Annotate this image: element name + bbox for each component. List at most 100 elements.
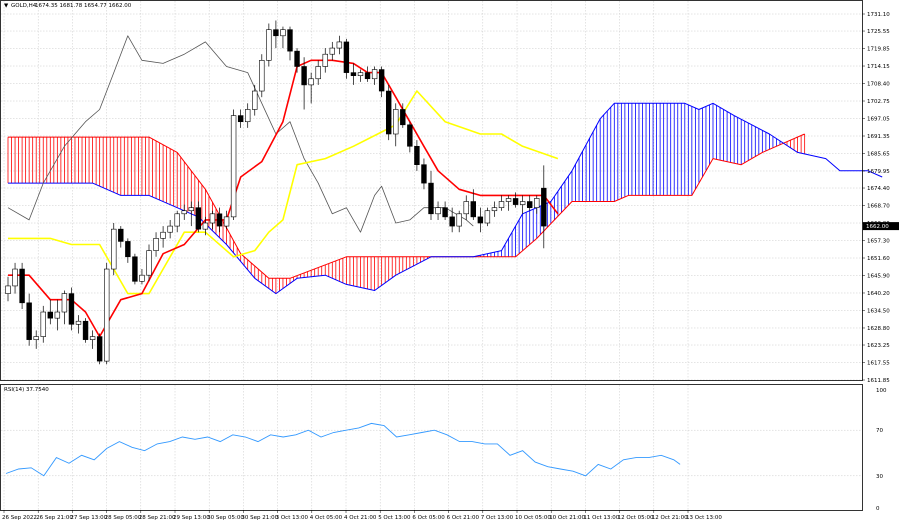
candle (5, 276, 11, 302)
main-panel-frame (0, 0, 863, 381)
price-tick-label: 1634.50 (867, 308, 890, 314)
candle (484, 207, 491, 227)
candle-body (89, 336, 96, 340)
candle (400, 103, 406, 128)
price-tick-label: 1702.75 (867, 99, 890, 105)
time-tick-label: 12 Oct 21:00 (652, 515, 688, 521)
candle (378, 66, 385, 98)
candle (188, 201, 194, 227)
candle (146, 244, 152, 282)
price-tick-label: 1623.25 (867, 343, 890, 349)
candle (407, 121, 413, 153)
candle-body (188, 207, 194, 212)
candle (167, 219, 173, 239)
candle (209, 210, 216, 230)
candle-body (357, 72, 364, 76)
time-tick-label: 12 Oct 05:00 (618, 515, 654, 521)
chikou-span-line (7, 35, 474, 233)
candle-body (414, 145, 420, 165)
candle (449, 207, 455, 233)
candle (526, 195, 533, 211)
price-tick-label: 1645.90 (867, 273, 890, 279)
symbol-dropdown-icon[interactable]: ▼ (4, 3, 9, 9)
candle-body (252, 90, 258, 110)
candle-body (371, 69, 378, 80)
candle (132, 253, 138, 285)
candle (350, 63, 357, 85)
price-tick-label: 1719.85 (867, 47, 890, 53)
candle-body (364, 72, 371, 80)
candle-body (378, 69, 385, 92)
candle (498, 195, 505, 211)
candle-body (216, 213, 223, 227)
candle-body (104, 268, 110, 362)
candle (160, 226, 166, 248)
time-tick-label: 29 Sep 13:00 (173, 515, 210, 521)
candle-body (153, 238, 159, 251)
candle (19, 262, 25, 309)
candle-body (82, 320, 89, 340)
candle-body (336, 41, 343, 49)
candle-body (294, 50, 300, 67)
candle (266, 23, 272, 67)
candle-body (223, 216, 230, 227)
candle (442, 201, 448, 220)
candle-body (12, 268, 18, 287)
candle (89, 330, 96, 349)
candle (519, 195, 526, 214)
ohlc-label: 1674.35 1681.78 1654.77 1662.00 (35, 3, 132, 9)
candle (357, 69, 364, 82)
candle (491, 201, 498, 217)
price-axis: 1731.10 1725.55 1719.85 1714.15 1708.40 1702.… (862, 12, 890, 384)
candle (428, 170, 434, 220)
candle-body (40, 311, 46, 337)
candle-body (519, 201, 526, 205)
rsi-tick-label: 70 (876, 428, 883, 434)
rsi-grid (1, 385, 862, 510)
rsi-tick-label: 0 (876, 506, 880, 512)
candle-body (463, 201, 469, 215)
candle-body (512, 198, 519, 205)
time-tick-label: 10 Oct 21:00 (549, 515, 585, 521)
candle-body (484, 210, 491, 224)
senkou-span-a-line (8, 133, 805, 279)
time-tick-label: 4 Oct 05:00 (310, 515, 343, 521)
candle-body (202, 222, 209, 230)
candle-body (54, 311, 61, 319)
candle-body (209, 213, 216, 224)
candle-body (449, 216, 455, 227)
candle-body (350, 72, 357, 76)
price-tick-label: 1668.70 (867, 204, 890, 210)
candle (181, 204, 187, 220)
price-tick-label: 1651.60 (867, 256, 890, 262)
candle (33, 330, 39, 349)
candle-body (68, 293, 75, 325)
rsi-label: RSI(14) 37.7540 (4, 387, 49, 393)
price-tick-label: 1714.15 (867, 64, 890, 70)
candle (216, 207, 223, 233)
current-price-label: 1662.00 (866, 224, 889, 230)
candle (223, 210, 230, 230)
candle-body (407, 124, 413, 147)
candle (273, 20, 279, 49)
price-tick-label: 1657.30 (867, 239, 890, 245)
time-tick-label: 4 Oct 21:00 (344, 515, 377, 521)
time-tick-label: 5 Oct 13:00 (378, 515, 411, 521)
candle (153, 232, 159, 257)
candle-body (400, 109, 406, 126)
price-tick-label: 1697.05 (867, 117, 890, 123)
candle-body (146, 250, 152, 276)
candle (505, 195, 512, 211)
time-tick-label: 6 Oct 21:00 (447, 515, 480, 521)
candle-body (393, 109, 399, 135)
symbol-label: GOLD,H4 (11, 3, 37, 9)
candle (54, 299, 61, 331)
candle (202, 216, 209, 236)
candle (294, 48, 300, 73)
candle-body (343, 41, 350, 73)
candle-body (19, 268, 25, 304)
price-tick-label: 1679.95 (867, 169, 890, 175)
candle (421, 158, 427, 190)
candle (343, 38, 350, 79)
